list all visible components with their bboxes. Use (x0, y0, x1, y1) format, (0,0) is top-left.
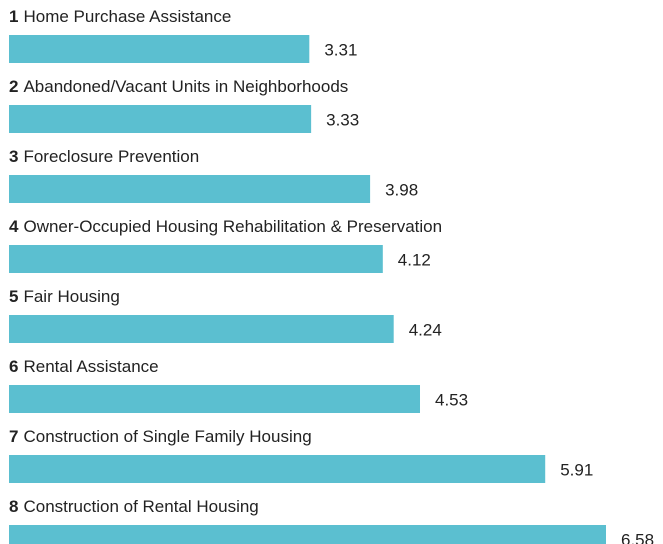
bar (9, 105, 312, 133)
value-label: 5.91 (560, 460, 593, 479)
bar (9, 525, 606, 544)
value-label: 4.53 (435, 390, 468, 409)
rank: 1 (9, 7, 18, 26)
bar (9, 385, 421, 413)
bar (9, 175, 371, 203)
rank: 4 (9, 217, 19, 236)
value-label: 6.58 (621, 530, 654, 544)
category-label: 6 Rental Assistance (9, 357, 159, 376)
category-label: 3 Foreclosure Prevention (9, 147, 199, 166)
category-label: 1 Home Purchase Assistance (9, 7, 231, 26)
category-label: 4 Owner-Occupied Housing Rehabilitation &… (9, 217, 442, 236)
rank: 6 (9, 357, 18, 376)
category-label: 5 Fair Housing (9, 287, 120, 306)
category-name: Construction of Single Family Housing (23, 427, 311, 446)
category-name: Fair Housing (23, 287, 119, 306)
rank: 5 (9, 287, 18, 306)
category-label: 2 Abandoned/Vacant Units in Neighborhoods (9, 77, 348, 96)
category-name: Owner-Occupied Housing Rehabilitation & … (23, 217, 442, 236)
bar (9, 245, 383, 273)
value-label: 4.24 (409, 320, 442, 339)
bar (9, 455, 546, 483)
value-label: 3.98 (385, 180, 418, 199)
bar (9, 315, 394, 343)
rank: 2 (9, 77, 18, 96)
bar (9, 35, 310, 63)
rank: 3 (9, 147, 18, 166)
category-name: Foreclosure Prevention (23, 147, 199, 166)
rank: 8 (9, 497, 18, 516)
value-label: 4.12 (398, 250, 431, 269)
rank: 7 (9, 427, 18, 446)
category-name: Home Purchase Assistance (23, 7, 231, 26)
category-name: Abandoned/Vacant Units in Neighborhoods (23, 77, 348, 96)
category-name: Rental Assistance (23, 357, 158, 376)
value-label: 3.31 (324, 40, 357, 59)
category-label: 7 Construction of Single Family Housing (9, 427, 312, 446)
value-label: 3.33 (326, 110, 359, 129)
category-name: Construction of Rental Housing (23, 497, 258, 516)
category-label: 8 Construction of Rental Housing (9, 497, 259, 516)
